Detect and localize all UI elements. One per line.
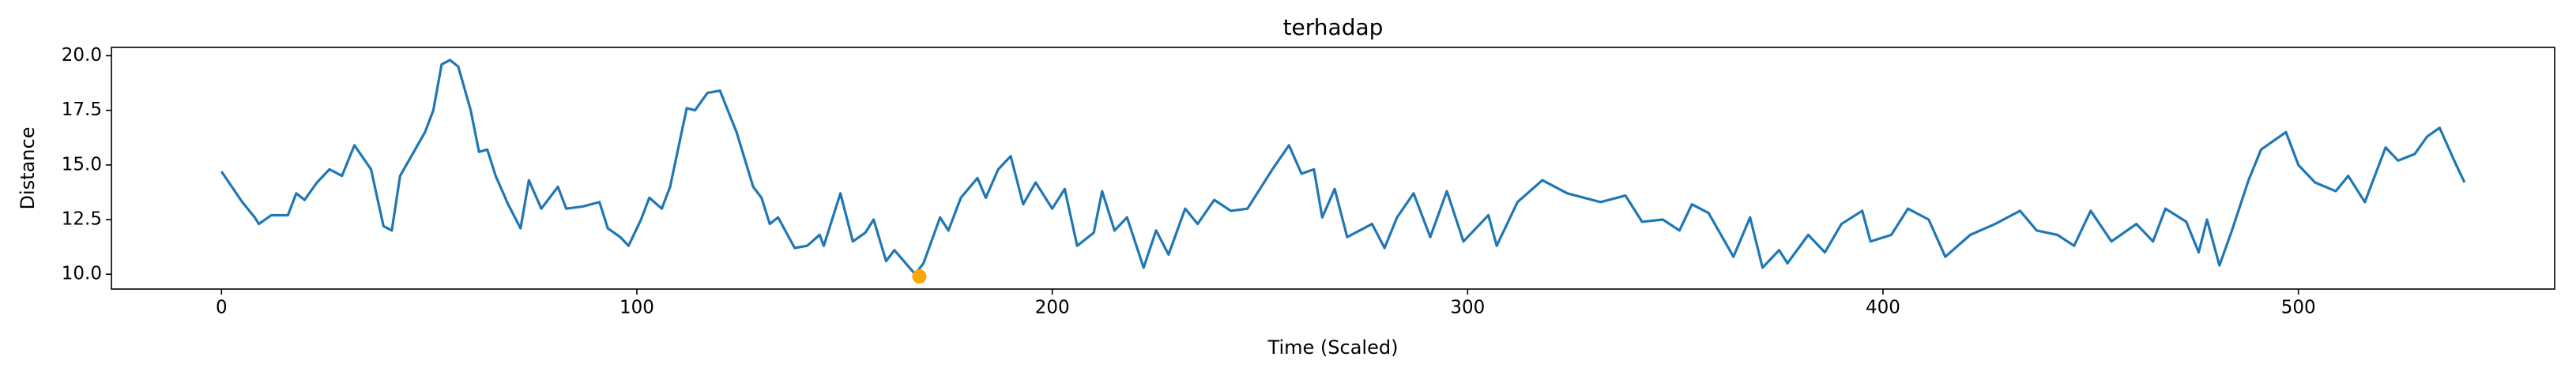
chart-title: terhadap [1283, 14, 1384, 40]
y-tick-label: 17.5 [62, 100, 102, 120]
x-tick-label: 500 [2281, 298, 2316, 318]
x-axis-label: Time (Scaled) [1267, 336, 1399, 359]
x-tick-label: 200 [1035, 298, 1070, 318]
x-tick-label: 300 [1450, 298, 1485, 318]
x-tick-label: 400 [1866, 298, 1900, 318]
y-axis-label: Distance [17, 127, 39, 210]
plot-frame [111, 47, 2555, 290]
y-tick-label: 20.0 [62, 45, 102, 66]
y-tick-label: 12.5 [62, 209, 102, 230]
x-tick-label: 0 [216, 298, 228, 318]
data-line [220, 58, 2466, 276]
y-tick-label: 15.0 [62, 154, 102, 175]
highlight-point [912, 269, 927, 284]
y-tick-label: 10.0 [62, 264, 102, 284]
x-tick-label: 100 [620, 298, 654, 318]
